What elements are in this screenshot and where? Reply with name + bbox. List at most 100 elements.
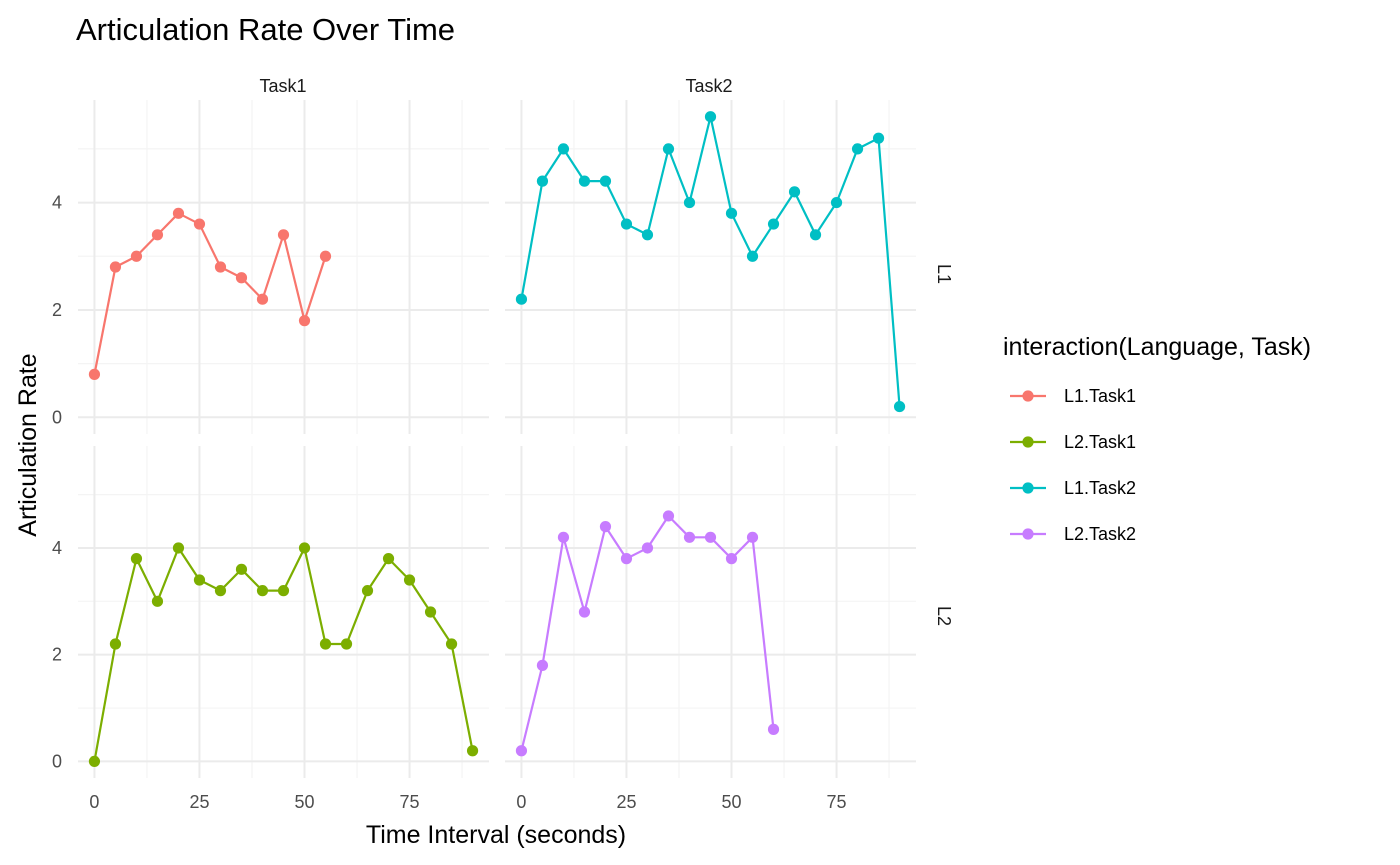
y-axis-title: Articulation Rate	[14, 353, 42, 536]
data-point	[235, 563, 248, 575]
data-point	[767, 723, 780, 735]
data-point	[788, 186, 801, 198]
data-point	[704, 531, 717, 543]
legend-entry-L2.Task1: L2.Task1	[1010, 432, 1136, 452]
x-axis-title: Time Interval (seconds)	[366, 821, 626, 849]
data-point	[319, 250, 332, 262]
legend-label: L1.Task1	[1064, 386, 1136, 406]
data-point	[725, 553, 738, 565]
data-point	[536, 175, 549, 187]
data-point	[557, 531, 570, 543]
data-point	[515, 745, 528, 757]
data-point	[109, 261, 122, 273]
series-L1.Task2	[515, 111, 906, 413]
x-tick-label: 25	[189, 792, 209, 812]
series-L2.Task1	[88, 542, 479, 768]
data-point	[340, 638, 353, 650]
data-point	[172, 542, 185, 554]
panel-L2-Task2	[505, 446, 916, 778]
data-point	[704, 111, 717, 123]
x-tick-label: 0	[89, 792, 99, 812]
data-point	[235, 272, 248, 284]
legend: interaction(Language, Task) L1.Task1 L2.T…	[1003, 333, 1311, 544]
legend-entry-L1.Task2: L1.Task2	[1010, 478, 1136, 498]
data-point	[151, 229, 164, 241]
data-point	[109, 638, 122, 650]
x-tick-label: 50	[294, 792, 314, 812]
legend-key-point	[1022, 528, 1034, 540]
y-tick-label: 4	[52, 538, 62, 558]
data-point	[130, 250, 143, 262]
legend-entry-L2.Task2: L2.Task2	[1010, 524, 1136, 544]
data-point	[683, 196, 696, 209]
y-tick-label: 2	[52, 645, 62, 665]
data-point	[214, 585, 227, 597]
strip-label-l2: L2	[934, 606, 954, 626]
legend-title: interaction(Language, Task)	[1003, 333, 1311, 361]
panel-L1-Task1	[78, 100, 489, 434]
data-point	[725, 207, 738, 219]
data-point	[767, 218, 780, 230]
data-point	[578, 175, 591, 187]
data-point	[599, 175, 612, 187]
y-tick-label: 2	[52, 300, 62, 320]
data-point	[746, 531, 759, 543]
legend-key-point	[1022, 436, 1034, 448]
strip-label-l1: L1	[934, 264, 954, 284]
data-point	[298, 542, 311, 554]
data-point	[277, 229, 290, 241]
y-tick-label: 4	[52, 193, 62, 213]
panel-L2-Task1	[78, 446, 489, 778]
data-point	[662, 510, 675, 522]
data-point	[809, 229, 822, 241]
panel-L1-Task2	[505, 100, 916, 434]
legend-entry-L1.Task1: L1.Task1	[1010, 386, 1136, 406]
legend-key-point	[1022, 482, 1034, 494]
legend-label: L2.Task1	[1064, 432, 1136, 452]
series-L1.Task1	[88, 207, 332, 380]
data-point	[536, 659, 549, 671]
data-point	[298, 315, 311, 327]
data-point	[214, 261, 227, 273]
legend-key-point	[1022, 390, 1034, 402]
data-point	[256, 585, 269, 597]
data-point	[256, 293, 269, 305]
data-point	[88, 755, 101, 768]
x-tick-label: 75	[827, 792, 847, 812]
data-point	[172, 207, 185, 219]
data-point	[557, 143, 570, 155]
data-point	[872, 132, 885, 144]
data-point	[662, 143, 675, 155]
data-point	[683, 531, 696, 543]
legend-label: L2.Task2	[1064, 524, 1136, 544]
data-point	[620, 218, 633, 230]
series-line	[93, 212, 327, 375]
data-point	[620, 553, 633, 565]
data-point	[424, 606, 437, 618]
x-tick-label: 25	[616, 792, 636, 812]
data-point	[88, 368, 101, 380]
data-point	[641, 229, 654, 241]
data-point	[641, 542, 654, 554]
data-point	[151, 595, 164, 607]
data-point	[445, 638, 458, 650]
y-tick-label: 0	[52, 407, 62, 427]
data-point	[746, 250, 759, 262]
data-point	[851, 143, 864, 155]
legend-label: L1.Task2	[1064, 478, 1136, 498]
data-point	[599, 521, 612, 533]
facet-panels: 0 2 4 0 2 4 0 25 50 75 0 25 50 75	[52, 100, 916, 812]
data-point	[466, 745, 479, 757]
data-point	[319, 638, 332, 650]
x-tick-label: 0	[516, 792, 526, 812]
data-point	[382, 553, 395, 565]
x-tick-label: 75	[400, 792, 420, 812]
data-point	[403, 574, 416, 586]
data-point	[361, 585, 374, 597]
data-point	[130, 553, 143, 565]
strip-label-task2: Task2	[685, 76, 732, 96]
data-point	[193, 574, 206, 586]
data-point	[277, 585, 290, 597]
data-point	[893, 400, 906, 413]
